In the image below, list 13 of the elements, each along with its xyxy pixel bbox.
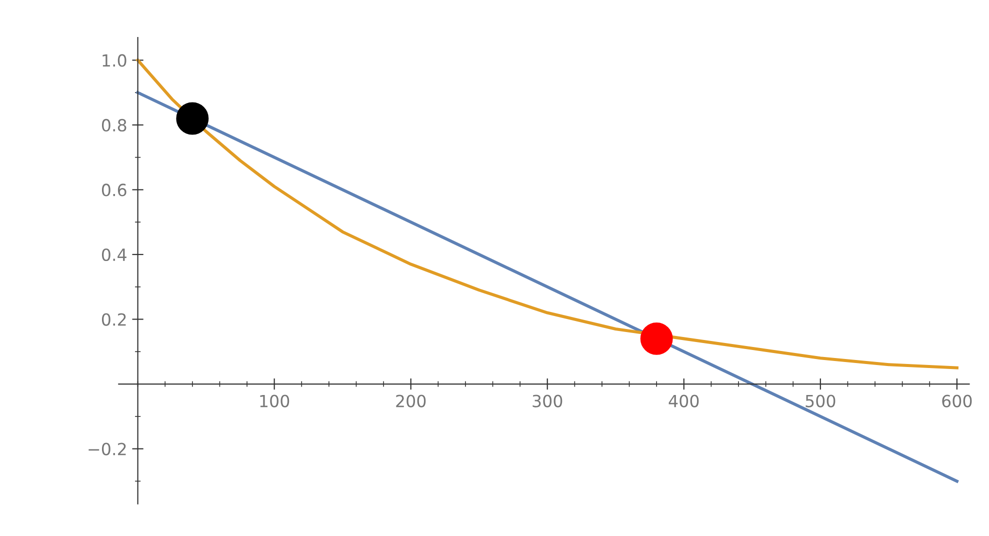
y-tick-label: 0.8 (102, 118, 126, 132)
line-series (136, 58, 958, 370)
x-tick-label: 200 (396, 394, 426, 408)
y-tick-label: 0.4 (102, 248, 126, 262)
y-tick-label: 0.6 (102, 184, 126, 196)
x-tick-label: 300 (532, 394, 562, 408)
x-tick-label: 400 (668, 394, 699, 408)
x-tick-label: 600 (942, 394, 972, 408)
y-tick-label: 1.0 (102, 54, 126, 67)
x-tick-label: 100 (260, 394, 290, 408)
y-tick-label: −0.2 (88, 442, 126, 456)
x-tick-label: 500 (806, 394, 836, 408)
y-tick-label: 0.2 (102, 313, 126, 326)
